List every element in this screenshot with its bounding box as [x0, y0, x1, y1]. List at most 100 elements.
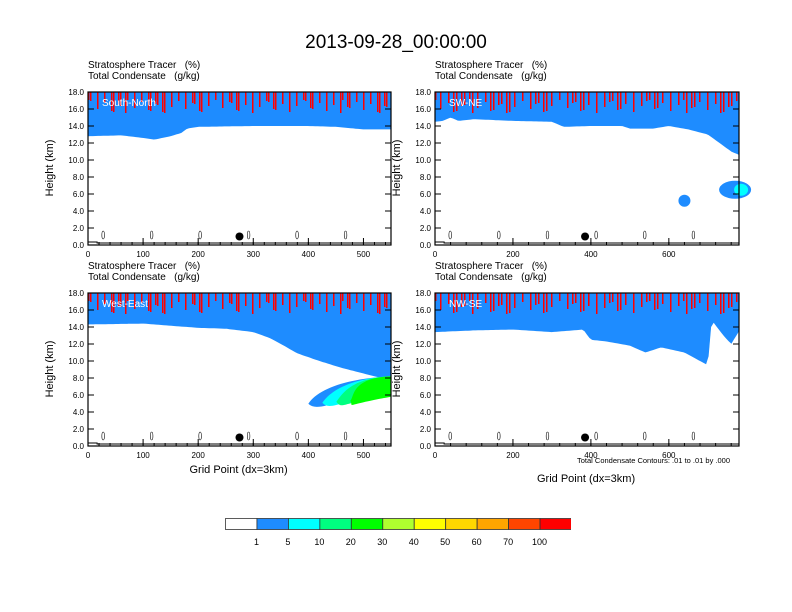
tracer-streak	[340, 92, 342, 113]
tracer-streak	[453, 92, 455, 112]
condensate-contour	[691, 431, 696, 441]
y-tick-label: 16.0	[68, 105, 84, 114]
panel-label: NW-SE	[449, 299, 482, 310]
colorbar-label: 40	[408, 537, 419, 547]
x-tick-label: 500	[357, 250, 371, 259]
tracer-streak	[694, 92, 696, 107]
location-marker	[581, 433, 590, 442]
tracer-streak	[509, 92, 511, 112]
tracer-streak	[538, 92, 540, 103]
tracer-streak	[440, 293, 442, 310]
x-tick-label: 600	[662, 451, 676, 460]
tracer-streak	[440, 92, 442, 109]
tracer-band-0	[88, 92, 391, 140]
tracer-streak	[707, 293, 709, 311]
tracer-streak	[538, 293, 540, 304]
tracer-streak	[657, 293, 659, 309]
tracer-streak	[333, 92, 335, 105]
condensate-contour	[643, 431, 647, 441]
condensate-contour	[343, 431, 348, 441]
tracer-streak	[268, 92, 270, 102]
tracer-streak	[194, 92, 196, 104]
tracer-streak	[720, 293, 722, 314]
tracer-streak	[691, 92, 693, 108]
subtitle-tracer: Stratosphere Tracer (%)	[88, 60, 201, 71]
tracer-streak	[268, 293, 270, 303]
terrain-line	[435, 241, 739, 244]
plot-frame	[87, 292, 392, 447]
tracer-streak	[604, 92, 606, 107]
terrain-line	[435, 442, 739, 445]
tracer-streak	[326, 92, 328, 111]
tracer-streak	[141, 293, 143, 303]
tracer-streak	[625, 293, 627, 305]
tracer-streak	[282, 92, 284, 104]
plot-area: 0.0 2.0 4.0 6.0 8.0 10.0 12.0 14.0 16.0 18.0 0 100 2…	[68, 289, 392, 460]
tracer-streak	[694, 293, 696, 308]
colorbar-label: 70	[503, 537, 514, 547]
tracer-streak	[259, 293, 261, 308]
subtitle-tracer: Stratosphere Tracer (%)	[435, 261, 548, 272]
tracer-streak	[231, 92, 233, 103]
tracer-streak	[134, 92, 136, 108]
tracer-streak	[493, 293, 495, 311]
tracer-streak	[356, 92, 358, 102]
y-tick-label: 16.0	[68, 306, 84, 315]
tracer-streak	[530, 92, 532, 109]
x-tick-label: 0	[433, 451, 438, 460]
tracer-streak	[736, 92, 738, 101]
tracer-streak	[127, 92, 129, 100]
colorbar-swatch	[539, 518, 571, 530]
tracer-streak	[580, 293, 582, 312]
tracer-streak	[289, 293, 291, 313]
tracer-streak	[231, 293, 233, 304]
y-tick-label: 10.0	[68, 357, 84, 366]
tracer-streak	[349, 293, 351, 309]
tracer-streak	[229, 293, 231, 303]
tracer-streak	[384, 293, 386, 307]
tracer-streak	[715, 293, 717, 305]
x-tick-label: 400	[302, 451, 316, 460]
x-axis-label: Grid Point (dx=3km)	[537, 473, 636, 485]
tracer-streak	[641, 293, 643, 307]
tracer-streak	[646, 293, 648, 302]
colorbar-label: 5	[285, 537, 291, 547]
tracer-streak	[134, 293, 136, 309]
colorbar-label: 10	[314, 537, 325, 547]
tracer-streak	[192, 92, 194, 103]
tracer-streak	[699, 293, 701, 303]
contour-note: Total Condensate Contours: .01 to .01 by…	[577, 456, 731, 465]
tracer-streak	[506, 92, 508, 113]
tracer-streak	[686, 293, 688, 314]
colorbar-swatch	[256, 518, 289, 530]
y-tick-label: 12.0	[415, 340, 431, 349]
subtitle-tracer: Stratosphere Tracer (%)	[435, 60, 548, 71]
y-tick-label: 16.0	[415, 105, 431, 114]
terrain-line	[88, 241, 391, 244]
tracer-streak	[477, 293, 479, 309]
y-tick-label: 4.0	[73, 207, 85, 216]
tracer-streak	[155, 293, 157, 305]
tracer-streak	[347, 92, 349, 107]
subtitle-condensate: Total Condensate (g/kg)	[88, 272, 200, 283]
tracer-streak	[506, 293, 508, 314]
tracer-streak	[252, 92, 254, 113]
x-tick-label: 0	[86, 250, 91, 259]
tracer-streak	[691, 293, 693, 309]
x-tick-label: 400	[584, 250, 598, 259]
condensate-contour	[295, 431, 299, 441]
tracer-streak	[194, 293, 196, 305]
tracer-streak	[707, 92, 709, 110]
tracer-band-0	[435, 92, 739, 155]
condensate-contour	[594, 431, 598, 441]
tracer-streak	[370, 293, 372, 305]
tracer-streak	[319, 92, 321, 103]
tracer-streak	[201, 293, 203, 313]
tracer-streak	[567, 293, 569, 309]
tracer-streak	[236, 92, 238, 110]
y-tick-label: 4.0	[420, 207, 432, 216]
tracer-streak	[683, 92, 685, 100]
colorbar-label: 60	[471, 537, 482, 547]
condensate-contour	[594, 230, 598, 240]
tracer-streak	[310, 293, 312, 309]
